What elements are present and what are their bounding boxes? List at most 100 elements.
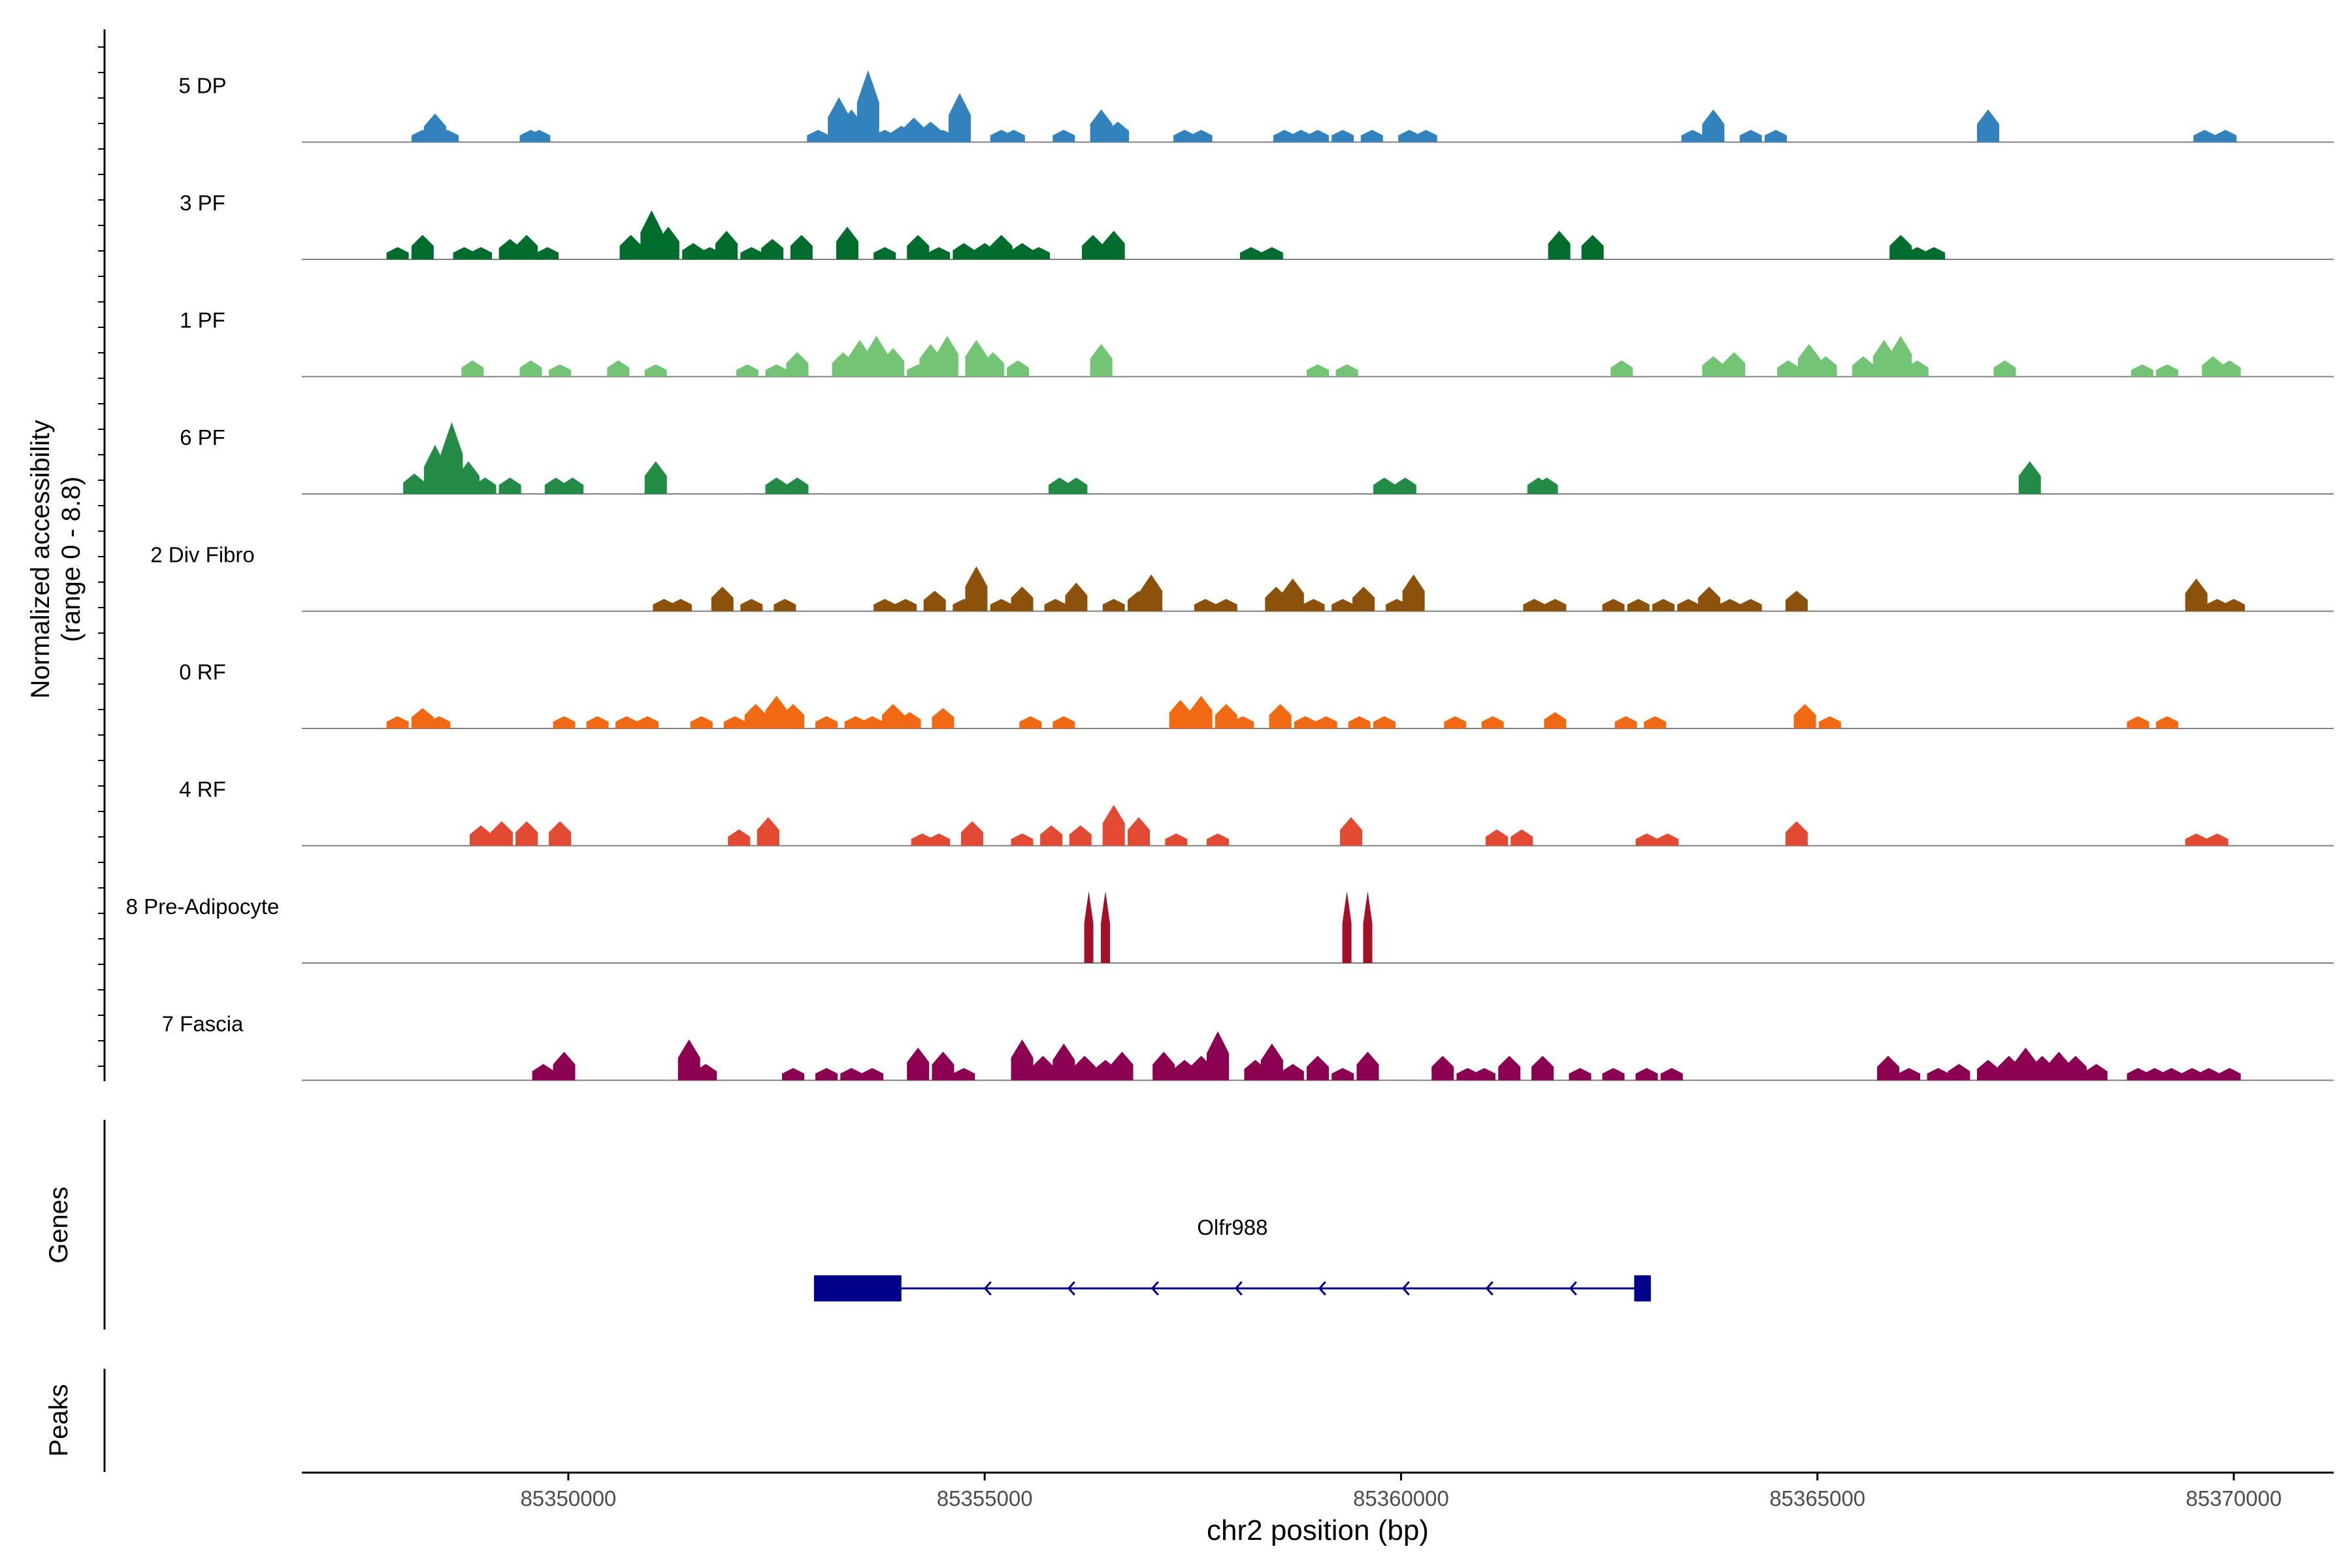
coverage-peak bbox=[1084, 891, 1094, 963]
coverage-peak bbox=[1348, 716, 1371, 728]
coverage-peak bbox=[765, 364, 788, 377]
coverage-peak bbox=[761, 238, 784, 259]
coverage-peak bbox=[728, 829, 751, 846]
coverage-peak bbox=[1889, 336, 1912, 377]
coverage-peak bbox=[961, 821, 983, 846]
coverage-peak bbox=[1065, 478, 1088, 494]
x-tick-label: 85355000 bbox=[937, 1486, 1033, 1511]
coverage-peak bbox=[607, 360, 630, 377]
coverage-peak bbox=[1544, 712, 1567, 728]
coverage-peak bbox=[1260, 247, 1283, 259]
coverage-peak bbox=[1765, 129, 1787, 142]
coverage-peak bbox=[1444, 716, 1467, 728]
coverage-peak bbox=[907, 235, 930, 259]
coverage-peak bbox=[715, 231, 738, 259]
strand-arrow bbox=[1067, 1281, 1075, 1296]
coverage-peak bbox=[1040, 825, 1063, 846]
coverage-peak bbox=[1169, 700, 1192, 728]
coverage-peak bbox=[1569, 1068, 1592, 1081]
strand-arrow bbox=[1151, 1281, 1159, 1296]
coverage-peak bbox=[1656, 833, 1679, 846]
coverage-peak bbox=[1681, 129, 1704, 142]
coverage-peak bbox=[1363, 891, 1373, 963]
coverage-peak bbox=[386, 247, 409, 259]
coverage-peak bbox=[840, 1068, 863, 1081]
coverage-peak bbox=[411, 235, 434, 259]
coverage-peak bbox=[2218, 1068, 2241, 1081]
coverage-peak bbox=[928, 833, 951, 846]
coverage-peak bbox=[1635, 1068, 1658, 1081]
coverage-peak bbox=[470, 247, 492, 259]
track-label: 3 PF bbox=[180, 191, 225, 215]
coverage-peak bbox=[1777, 360, 1800, 377]
coverage-peak bbox=[774, 598, 796, 612]
coverage-peak bbox=[953, 243, 975, 259]
coverage-peak bbox=[1111, 1051, 1134, 1081]
coverage-peak bbox=[1342, 891, 1352, 963]
coverage-peak bbox=[386, 716, 409, 728]
coverage-peak bbox=[1053, 129, 1075, 142]
coverage-peak bbox=[740, 247, 763, 259]
x-tick-label: 85360000 bbox=[1353, 1486, 1449, 1511]
coverage-peak bbox=[1602, 598, 1625, 612]
coverage-peak bbox=[1207, 1031, 1229, 1081]
coverage-peak bbox=[1335, 364, 1358, 377]
coverage-peak bbox=[815, 716, 838, 728]
coverage-peak bbox=[1481, 716, 1504, 728]
coverage-peak bbox=[990, 598, 1013, 612]
coverage-peak bbox=[1140, 574, 1163, 612]
coverage-peak bbox=[948, 93, 971, 142]
coverage-peak bbox=[1002, 129, 1025, 142]
track-3: 6 PF bbox=[180, 422, 2334, 495]
coverage-peak bbox=[1101, 891, 1110, 963]
coverage-peak bbox=[740, 598, 763, 612]
coverage-peak bbox=[1877, 1056, 1900, 1081]
coverage-peak bbox=[815, 1068, 838, 1081]
coverage-peak bbox=[782, 1068, 804, 1081]
coverage-peak bbox=[549, 821, 572, 846]
coverage-peak bbox=[1240, 247, 1262, 259]
coverage-peak bbox=[1898, 1068, 1920, 1081]
coverage-peak bbox=[1627, 598, 1650, 612]
coverage-peak bbox=[1548, 231, 1571, 259]
coverage-peak bbox=[1498, 1056, 1521, 1081]
coverage-peak bbox=[2127, 716, 2149, 728]
coverage-peak bbox=[1739, 598, 1762, 612]
coverage-peak bbox=[1331, 129, 1354, 142]
coverage-peak bbox=[586, 716, 609, 728]
coverage-peak bbox=[1073, 1056, 1096, 1081]
coverage-peak bbox=[1011, 1039, 1034, 1081]
strand-arrow bbox=[1234, 1281, 1243, 1296]
coverage-peak bbox=[744, 704, 767, 728]
coverage-peak bbox=[874, 247, 896, 259]
coverage-peak bbox=[1414, 129, 1437, 142]
coverage-peak bbox=[711, 587, 734, 612]
coverage-peak bbox=[1207, 833, 1229, 846]
coverage-peak bbox=[1090, 344, 1113, 377]
track-6: 4 RF bbox=[179, 777, 2334, 847]
coverage-peak bbox=[757, 817, 779, 846]
coverage-peak bbox=[1028, 247, 1050, 259]
coverage-peak bbox=[2085, 1064, 2108, 1081]
coverage-peak bbox=[894, 598, 917, 612]
track-label: 5 DP bbox=[178, 74, 226, 98]
coverage-peak bbox=[1307, 1056, 1329, 1081]
track-8: 7 Fascia bbox=[162, 1012, 2334, 1081]
coverage-peak bbox=[619, 235, 642, 259]
x-axis-ticks: 85350000 85355000 85360000 85365000 85370000 bbox=[520, 1473, 2281, 1511]
coverage-peak bbox=[1190, 696, 1213, 728]
strand-arrow bbox=[983, 1281, 992, 1296]
track-label: 8 Pre-Adipocyte bbox=[126, 894, 280, 919]
coverage-peak bbox=[1011, 587, 1034, 612]
coverage-peak bbox=[1331, 598, 1354, 612]
coverage-peak bbox=[2185, 833, 2208, 846]
strand-arrow bbox=[1485, 1281, 1494, 1296]
track-7: 8 Pre-Adipocyte bbox=[126, 891, 2334, 964]
coverage-peak bbox=[461, 360, 484, 377]
coverage-peak bbox=[561, 478, 584, 494]
coverage-peak bbox=[519, 360, 542, 377]
coverage-peak bbox=[882, 348, 904, 377]
coverage-peak bbox=[2218, 360, 2241, 377]
track-label: 2 Div Fibro bbox=[150, 543, 255, 567]
track-label: 1 PF bbox=[180, 308, 225, 333]
